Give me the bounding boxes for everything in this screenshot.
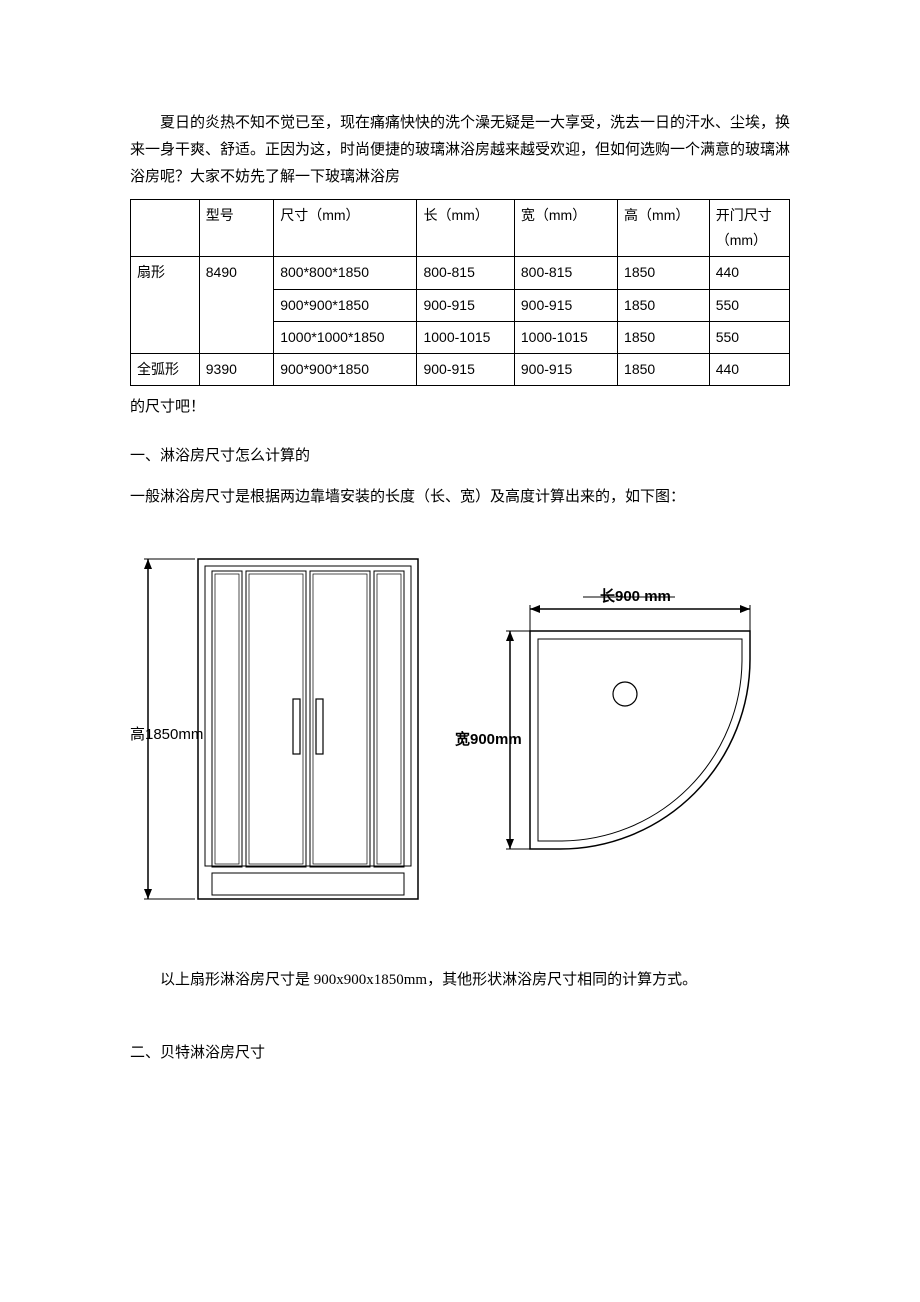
cell-wid: 1000-1015: [514, 321, 617, 353]
cell-hei: 1850: [618, 353, 710, 385]
cell-len: 900-915: [417, 289, 514, 321]
cell-model: 8490: [199, 257, 273, 354]
th-model: 型号: [199, 200, 273, 257]
cell-shape: 扇形: [131, 257, 200, 354]
th-hei: 高（mm）: [618, 200, 710, 257]
cell-hei: 1850: [618, 289, 710, 321]
cell-len: 1000-1015: [417, 321, 514, 353]
size-table: 型号 尺寸（mm） 长（mm） 宽（mm） 高（mm） 开门尺寸（mm） 扇形 …: [130, 199, 790, 386]
dimension-diagram: 高1850mm 长900 mm 宽900: [130, 539, 790, 939]
cell-size: 800*800*1850: [274, 257, 417, 289]
length-label: 长900 mm: [600, 587, 671, 605]
table-row: 扇形 8490 800*800*1850 800-815 800-815 185…: [131, 257, 790, 289]
cell-size: 900*900*1850: [274, 353, 417, 385]
cell-hei: 1850: [618, 321, 710, 353]
th-shape: [131, 200, 200, 257]
width-label: 宽900mm: [454, 730, 522, 748]
height-label: 高1850mm: [130, 726, 203, 743]
cell-wid: 900-915: [514, 289, 617, 321]
th-wid: 宽（mm）: [514, 200, 617, 257]
cell-model: 9390: [199, 353, 273, 385]
cell-door: 550: [709, 289, 789, 321]
cell-wid: 900-915: [514, 353, 617, 385]
after-table-text: 的尺寸吧！: [130, 394, 790, 421]
diagram-caption: 以上扇形淋浴房尺寸是 900x900x1850mm，其他形状淋浴房尺寸相同的计算…: [130, 967, 790, 994]
th-len: 长（mm）: [417, 200, 514, 257]
table-row: 全弧形 9390 900*900*1850 900-915 900-915 18…: [131, 353, 790, 385]
cell-wid: 800-815: [514, 257, 617, 289]
cell-door: 550: [709, 321, 789, 353]
cell-len: 900-915: [417, 353, 514, 385]
cell-len: 800-815: [417, 257, 514, 289]
cell-size: 1000*1000*1850: [274, 321, 417, 353]
cell-shape: 全弧形: [131, 353, 200, 385]
intro-paragraph: 夏日的炎热不知不觉已至，现在痛痛快快的洗个澡无疑是一大享受，洗去一日的汗水、尘埃…: [130, 110, 790, 191]
section1-title: 一、淋浴房尺寸怎么计算的: [130, 443, 790, 470]
diagram-svg: 高1850mm 长900 mm 宽900: [130, 539, 790, 939]
section1-body: 一般淋浴房尺寸是根据两边靠墙安装的长度（长、宽）及高度计算出来的，如下图：: [130, 484, 790, 511]
cell-hei: 1850: [618, 257, 710, 289]
cell-door: 440: [709, 353, 789, 385]
section2-title: 二、贝特淋浴房尺寸: [130, 1040, 790, 1067]
table-header-row: 型号 尺寸（mm） 长（mm） 宽（mm） 高（mm） 开门尺寸（mm）: [131, 200, 790, 257]
cell-size: 900*900*1850: [274, 289, 417, 321]
cell-door: 440: [709, 257, 789, 289]
th-size: 尺寸（mm）: [274, 200, 417, 257]
th-door: 开门尺寸（mm）: [709, 200, 789, 257]
